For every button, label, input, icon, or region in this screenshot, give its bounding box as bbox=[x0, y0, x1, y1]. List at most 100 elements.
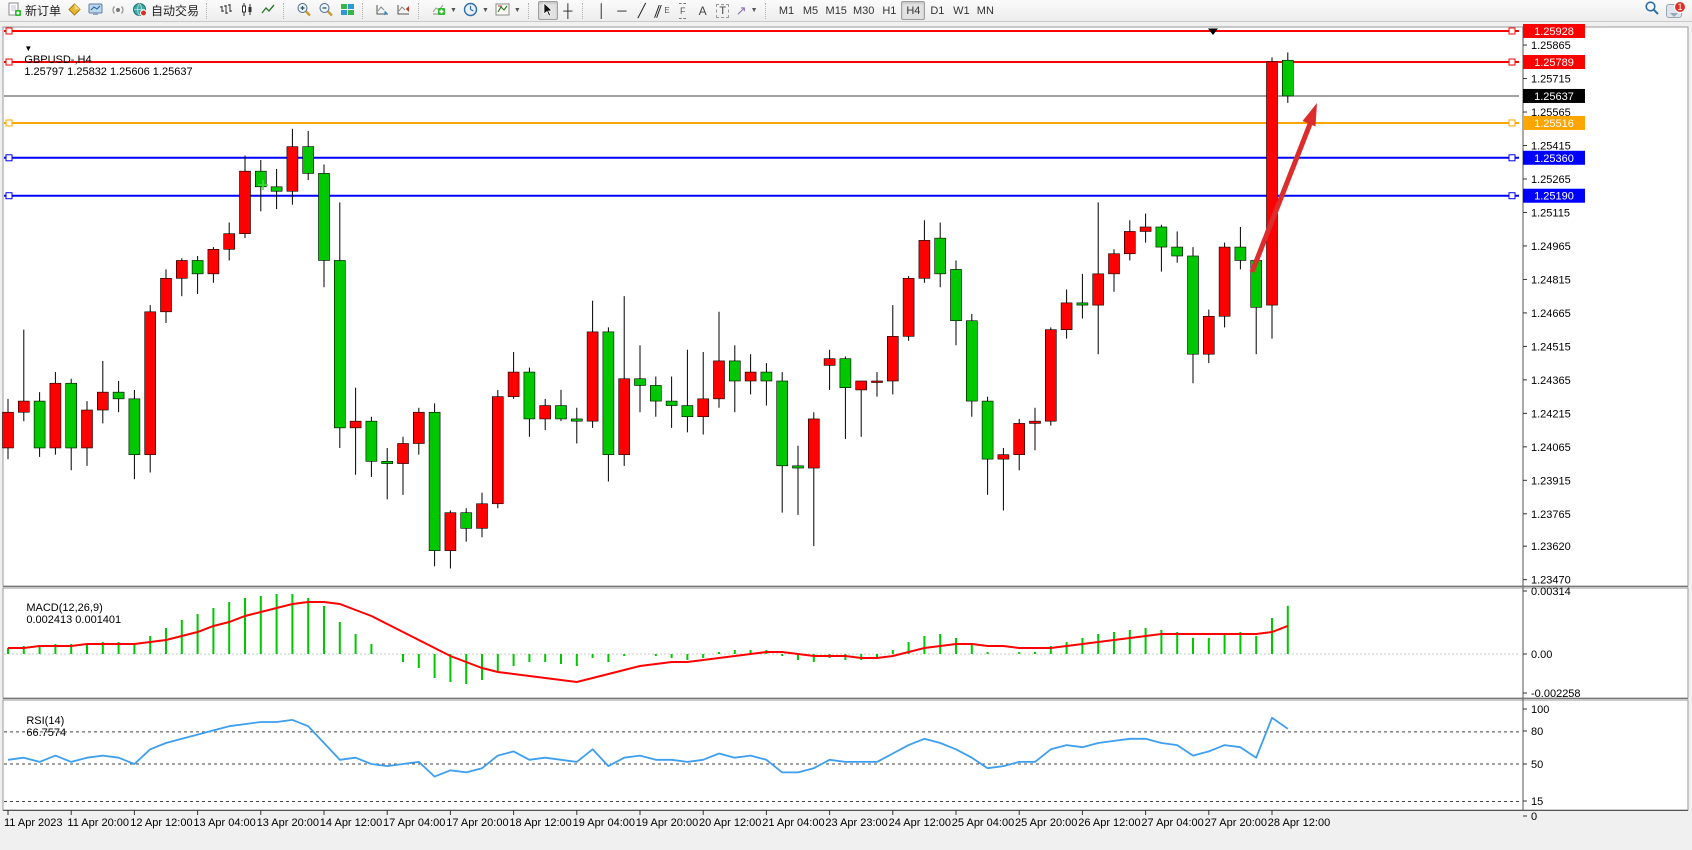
indicators-button[interactable]: ▼ bbox=[428, 1, 460, 20]
rsi-axis-label: 80 bbox=[1531, 726, 1543, 738]
time-tick-label: 18 Apr 12:00 bbox=[509, 817, 571, 829]
timeframe-button-h1[interactable]: H1 bbox=[882, 4, 897, 17]
candle-body bbox=[697, 398, 710, 418]
indicators-icon bbox=[431, 2, 446, 20]
candle-body bbox=[365, 420, 378, 462]
equidistant-channel-tool-button[interactable]: ∥ E bbox=[652, 1, 673, 20]
timeframe-button-m1[interactable]: M1 bbox=[778, 4, 795, 17]
candle-body bbox=[634, 378, 646, 386]
zoom-out-button[interactable] bbox=[315, 1, 337, 20]
line-handle[interactable] bbox=[5, 154, 13, 162]
cursor-tool-button[interactable] bbox=[537, 1, 558, 20]
arrow-annotation-head[interactable] bbox=[1302, 103, 1318, 127]
auto-trading-button[interactable]: 自动交易 bbox=[129, 1, 202, 20]
timeframe-button-m30[interactable]: M30 bbox=[852, 4, 875, 17]
candle-body bbox=[886, 336, 899, 382]
chart-shift-button[interactable] bbox=[393, 1, 414, 20]
collapse-triangle-icon[interactable]: ▼ bbox=[24, 44, 33, 53]
text-label-tool-button[interactable]: T bbox=[713, 1, 733, 20]
price-tick-label: 1.25415 bbox=[1531, 141, 1571, 153]
main-panel[interactable] bbox=[2, 26, 1689, 587]
candle-body bbox=[618, 378, 631, 455]
candle-body bbox=[460, 512, 473, 529]
vertical-line-tool-button[interactable]: │ bbox=[592, 1, 612, 20]
line-handle[interactable] bbox=[1508, 27, 1516, 35]
chart-canvas[interactable]: 1.258651.257151.255651.254151.252651.251… bbox=[0, 22, 1692, 850]
profile-button[interactable] bbox=[64, 1, 85, 20]
time-tick-label: 25 Apr 04:00 bbox=[952, 817, 1014, 829]
horizontal-line-tool-button[interactable]: ─ bbox=[612, 1, 632, 20]
timeframe-button-mn[interactable]: MN bbox=[976, 4, 994, 17]
tile-windows-button[interactable] bbox=[337, 1, 358, 20]
timeframe-button-w1[interactable]: W1 bbox=[953, 4, 970, 17]
text-tool-button[interactable]: A bbox=[693, 1, 713, 20]
timeframe-button-d1[interactable]: D1 bbox=[930, 4, 945, 17]
terminal-button[interactable] bbox=[85, 1, 107, 20]
new-order-button[interactable]: 新订单 bbox=[4, 1, 64, 20]
price-level-badge-label: 1.25516 bbox=[1534, 118, 1574, 130]
fibonacci-tool-button[interactable]: F bbox=[673, 1, 693, 20]
price-level-badge bbox=[1523, 24, 1585, 38]
line-chart-mode-button[interactable] bbox=[258, 1, 279, 20]
candle-body bbox=[602, 331, 615, 455]
candle-body bbox=[665, 400, 678, 406]
time-tick-label: 11 Apr 20:00 bbox=[67, 817, 129, 829]
line-handle[interactable] bbox=[5, 192, 13, 200]
line-handle[interactable] bbox=[5, 119, 13, 127]
time-tick-label: 26 Apr 12:00 bbox=[1078, 817, 1140, 829]
toolbar-separator bbox=[206, 2, 213, 19]
search-icon[interactable] bbox=[1644, 0, 1660, 21]
rsi-label: RSI(14) bbox=[26, 715, 65, 727]
chevron-down-icon: ▼ bbox=[513, 7, 521, 14]
rsi-axis-label: 0 bbox=[1531, 811, 1537, 823]
line-handle[interactable] bbox=[1508, 192, 1516, 200]
rsi-label-row: RSI(14) 66.7574 bbox=[8, 703, 66, 751]
line-handle[interactable] bbox=[1508, 58, 1516, 66]
candlestick-mode-button[interactable] bbox=[237, 1, 258, 20]
price-level-badge-label: 1.25360 bbox=[1534, 153, 1574, 165]
macd-values: 0.002413 0.001401 bbox=[26, 614, 122, 626]
price-level-badge bbox=[1523, 188, 1585, 203]
candle-body bbox=[444, 512, 457, 551]
signals-button[interactable] bbox=[107, 1, 129, 20]
candle-body bbox=[965, 320, 978, 402]
timeframe-button-m15[interactable]: M15 bbox=[825, 4, 847, 17]
time-tick-label: 27 Apr 20:00 bbox=[1205, 817, 1267, 829]
toolbar-separator bbox=[418, 2, 425, 19]
line-handle[interactable] bbox=[1508, 154, 1516, 162]
candle-body bbox=[728, 360, 741, 382]
trendline-icon: ╱ bbox=[637, 3, 646, 18]
fibonacci-icon: F bbox=[678, 2, 687, 19]
line-handle[interactable] bbox=[1508, 119, 1516, 127]
candle-body bbox=[207, 248, 220, 275]
notifications-icon[interactable]: 1 bbox=[1666, 0, 1686, 18]
rsi-panel[interactable] bbox=[2, 699, 1689, 811]
candle-body bbox=[286, 146, 299, 192]
candle-body bbox=[33, 400, 46, 449]
trendline-tool-button[interactable]: ╱ bbox=[632, 1, 652, 20]
auto-scroll-button[interactable] bbox=[372, 1, 393, 20]
macd-panel[interactable] bbox=[2, 587, 1689, 699]
vertical-line-icon: │ bbox=[597, 3, 606, 18]
timeframe-button-h4[interactable]: H4 bbox=[901, 1, 926, 20]
channel-e-subscript: E bbox=[664, 6, 670, 15]
time-tick-label: 12 Apr 12:00 bbox=[130, 817, 192, 829]
macd-label-row: MACD(12,26,9) 0.002413 0.001401 bbox=[8, 590, 121, 638]
chevron-down-icon: ▼ bbox=[481, 7, 489, 14]
crosshair-tool-button[interactable]: ┼ bbox=[558, 1, 578, 20]
arrow-annotation[interactable] bbox=[1249, 123, 1313, 273]
templates-button[interactable]: ▼ bbox=[492, 1, 524, 20]
periods-button[interactable]: ▼ bbox=[460, 1, 492, 20]
line-handle[interactable] bbox=[5, 27, 13, 35]
zoom-in-button[interactable] bbox=[293, 1, 315, 20]
terminal-icon bbox=[88, 2, 104, 20]
candle-body bbox=[934, 237, 947, 275]
candle-body bbox=[428, 411, 441, 551]
candle-body bbox=[1155, 226, 1168, 248]
shapes-tool-button[interactable]: ↗ ▼ bbox=[733, 1, 761, 20]
line-handle[interactable] bbox=[5, 58, 13, 66]
timeframe-button-m5[interactable]: M5 bbox=[802, 4, 819, 17]
candle-body bbox=[49, 382, 62, 449]
chart-shift-marker[interactable] bbox=[1208, 28, 1218, 36]
bar-chart-mode-button[interactable] bbox=[216, 1, 237, 20]
